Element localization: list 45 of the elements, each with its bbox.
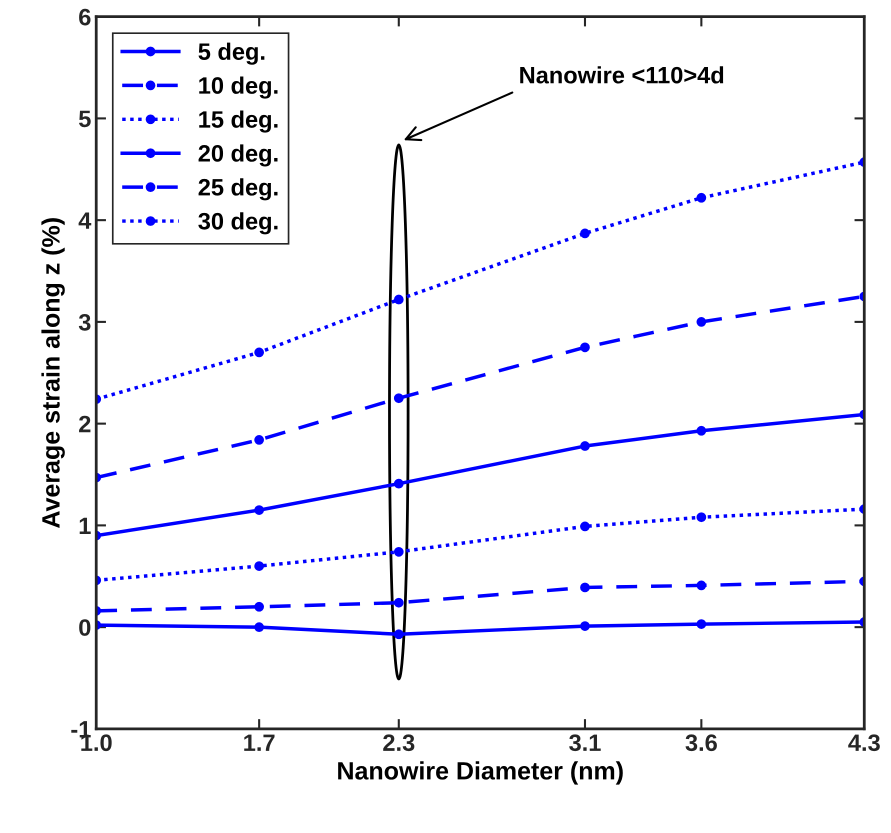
point bbox=[394, 294, 404, 304]
legend-label: 10 deg. bbox=[199, 76, 278, 99]
y-tick-label: 6 bbox=[79, 8, 91, 26]
point bbox=[580, 621, 590, 631]
x-tick-label: 3.6 bbox=[685, 734, 717, 752]
legend-label: 5 deg. bbox=[198, 42, 264, 65]
point bbox=[696, 192, 706, 203]
legend-label: 20 deg. bbox=[198, 144, 278, 166]
legend-label: 30 deg. bbox=[198, 212, 278, 234]
point bbox=[696, 317, 706, 327]
point bbox=[394, 393, 404, 404]
y-tick-label: 5 bbox=[78, 110, 91, 128]
point bbox=[696, 426, 706, 436]
point bbox=[580, 582, 590, 592]
point bbox=[254, 435, 264, 445]
x-tick-label: 2.3 bbox=[383, 734, 414, 752]
x-tick-label: 4.3 bbox=[848, 734, 880, 752]
legend-label: 25 deg. bbox=[198, 178, 278, 200]
annotation: Nanowire <110>4d bbox=[520, 66, 724, 84]
x-tick-label: 3.1 bbox=[569, 734, 601, 752]
point bbox=[254, 561, 264, 571]
point bbox=[254, 602, 264, 612]
point bbox=[580, 522, 590, 532]
point bbox=[394, 546, 404, 557]
y-tick-label: 0 bbox=[79, 619, 90, 636]
point bbox=[696, 512, 706, 522]
point bbox=[394, 478, 404, 489]
point bbox=[254, 505, 264, 515]
point bbox=[254, 348, 264, 358]
point bbox=[696, 580, 706, 590]
y-tick-label: 4 bbox=[78, 212, 92, 229]
y-axis-title: Average strain along z (%) bbox=[41, 218, 65, 528]
point bbox=[254, 622, 264, 632]
point bbox=[696, 619, 706, 629]
point bbox=[394, 629, 404, 640]
y-tick-label: 3 bbox=[78, 314, 91, 331]
point bbox=[580, 441, 590, 451]
point bbox=[394, 598, 404, 608]
y-tick-label: 2 bbox=[79, 416, 90, 432]
x-tick-label: 1.7 bbox=[244, 734, 275, 751]
x-axis-title: Nanowire Diameter (nm) bbox=[338, 761, 623, 785]
y-tick-label: 1 bbox=[80, 518, 91, 534]
point bbox=[580, 228, 590, 238]
legend-label: 15 deg. bbox=[199, 110, 278, 133]
point bbox=[580, 342, 590, 352]
